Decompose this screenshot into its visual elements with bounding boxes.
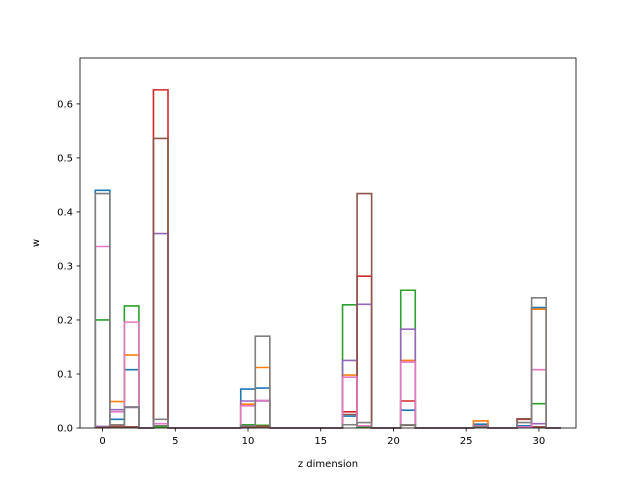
x-tick-label: 10 (242, 436, 255, 447)
y-tick-label: 0.4 (57, 207, 73, 218)
y-tick-label: 0.3 (57, 261, 73, 272)
y-tick-label: 0.0 (57, 424, 73, 435)
x-tick-label: 25 (460, 436, 473, 447)
axes-frame (79, 57, 577, 429)
x-tick-label: 15 (314, 436, 327, 447)
y-tick-label: 0.5 (57, 153, 73, 164)
x-tick-label: 0 (99, 436, 105, 447)
x-axis-label: z dimension (298, 459, 358, 470)
y-tick-label: 0.6 (57, 99, 73, 110)
x-tick-label: 5 (172, 436, 178, 447)
x-tick-label: 30 (533, 436, 546, 447)
y-tick-label: 0.1 (57, 369, 73, 380)
y-tick-label: 0.2 (57, 315, 73, 326)
x-tick-label: 20 (387, 436, 400, 447)
ticks-layer: 0 5 10 15 20 25 30 0.0 0.1 0.2 0.3 0.4 0.5 0.6 (57, 99, 545, 447)
y-axis-label: w (31, 239, 42, 247)
plot-area (80, 58, 576, 428)
